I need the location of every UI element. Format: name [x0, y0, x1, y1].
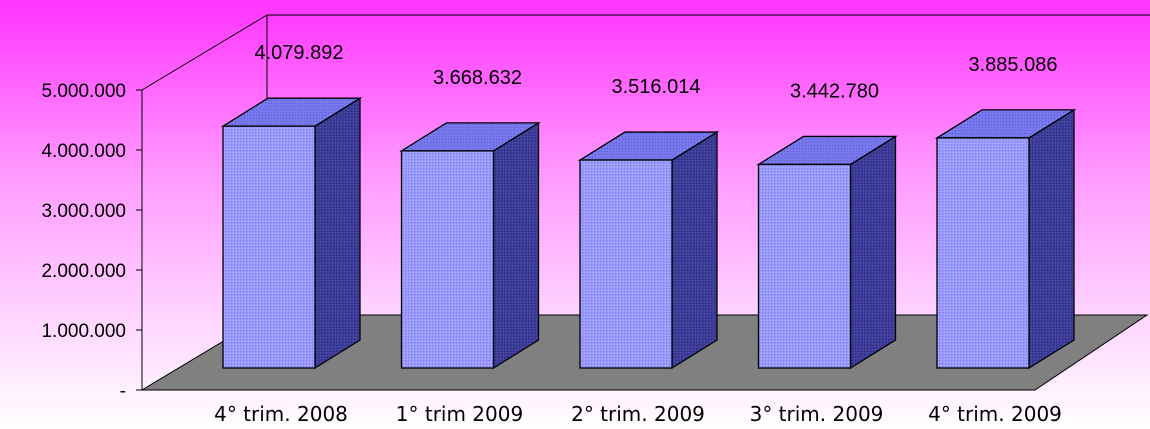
bar-side	[314, 97, 361, 370]
y-tick-label: 5.000.000	[41, 81, 126, 102]
data-label: 3.668.632	[433, 67, 522, 89]
data-label: 3.885.086	[969, 54, 1058, 76]
bar	[399, 121, 541, 370]
bar-front	[757, 163, 852, 369]
x-tick-label: 1° trim 2009	[396, 402, 523, 426]
x-tick-label: 4° trim. 2008	[214, 402, 348, 426]
data-label: 4.079.892	[255, 42, 344, 64]
x-tick-label: 4° trim. 2009	[928, 402, 1062, 426]
y-tick-label: 4.000.000	[41, 141, 126, 162]
bar-front	[222, 125, 316, 369]
bar	[934, 108, 1077, 370]
data-labels: 4.079.892 3.668.632 3.516.014 3.442.780 3.88…	[255, 42, 1058, 102]
y-tick-label: -	[120, 381, 126, 402]
bar-front	[400, 150, 495, 369]
x-tick-label: 3° trim. 2009	[750, 402, 884, 426]
bar-side	[1028, 108, 1075, 370]
x-tick-label: 2° trim. 2009	[571, 402, 705, 426]
bar-front	[936, 137, 1030, 369]
data-label: 3.516.014	[612, 76, 701, 98]
bar	[756, 135, 898, 370]
bars	[220, 97, 1077, 370]
bar-front	[579, 159, 673, 369]
bar-side	[492, 121, 540, 370]
bar-side	[671, 130, 718, 370]
x-axis: 4° trim. 2008 1° trim 2009 2° trim. 2009 3°…	[214, 402, 1062, 426]
y-axis: - 1.000.000 2.000.000 3.000.000 4.000.000 5.0…	[41, 81, 143, 402]
bar	[220, 97, 363, 370]
bar-side	[849, 135, 897, 370]
data-label: 3.442.780	[790, 80, 879, 102]
bar	[577, 130, 720, 370]
y-tick-label: 1.000.000	[41, 321, 126, 342]
y-tick-label: 3.000.000	[41, 201, 126, 222]
y-tick-label: 2.000.000	[41, 261, 126, 282]
